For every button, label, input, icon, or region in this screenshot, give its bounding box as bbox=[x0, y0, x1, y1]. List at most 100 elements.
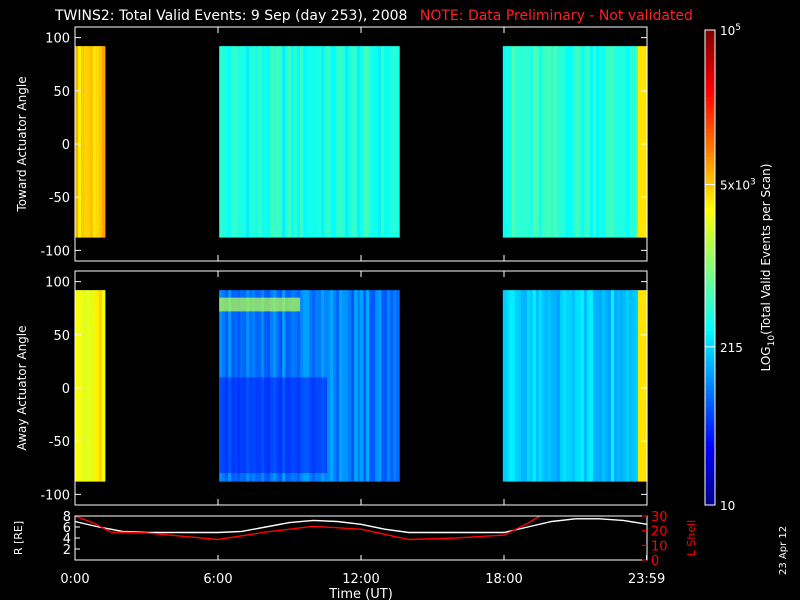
heatmap-cell bbox=[610, 46, 615, 238]
colorbar-segment bbox=[705, 330, 715, 336]
colorbar-segment bbox=[705, 101, 715, 106]
heatmap-cell bbox=[225, 46, 229, 238]
heatmap-cell bbox=[294, 46, 298, 238]
figure-title: TWINS2: Total Valid Events: 9 Sep (day 2… bbox=[55, 8, 693, 24]
heatmap-cell bbox=[86, 290, 91, 482]
colorbar-segment bbox=[705, 184, 715, 189]
colorbar-segment bbox=[705, 223, 715, 229]
heatmap-cell bbox=[327, 290, 331, 482]
colorbar-segment bbox=[705, 311, 715, 316]
colorbar-segment bbox=[705, 485, 715, 490]
y-axis-label: Toward Actuator Angle bbox=[15, 76, 29, 212]
colorbar-segment bbox=[705, 394, 715, 399]
colorbar-segment bbox=[705, 69, 715, 75]
heatmap-cell bbox=[523, 290, 528, 482]
heatmap-cell bbox=[571, 290, 576, 482]
colorbar-segment bbox=[705, 128, 715, 134]
heatmap-cell bbox=[273, 46, 277, 238]
colorbar-segment bbox=[705, 121, 715, 126]
heatmap-cell bbox=[613, 290, 618, 482]
colorbar-segment bbox=[705, 37, 715, 43]
heatmap-cell bbox=[366, 46, 370, 238]
heatmap-cell bbox=[234, 46, 238, 238]
heatmap-cell bbox=[348, 290, 352, 482]
colorbar-segment bbox=[705, 433, 715, 439]
heatmap-cell bbox=[351, 290, 355, 482]
heatmap-cell bbox=[511, 290, 516, 482]
heatmap-cell bbox=[77, 290, 82, 482]
y-tick-label: 0 bbox=[62, 382, 70, 397]
heatmap-cell bbox=[237, 46, 241, 238]
heatmap-cell bbox=[625, 290, 630, 482]
colorbar-tick-text: 5x10 bbox=[720, 178, 750, 192]
heatmap-cell bbox=[372, 290, 376, 482]
colorbar-label-rest: (Total Valid Events per Scan) bbox=[759, 164, 773, 335]
heatmap-cell bbox=[339, 46, 343, 238]
heatmap-cell bbox=[276, 46, 280, 238]
heatmap-cell bbox=[384, 46, 388, 238]
colorbar-segment bbox=[705, 93, 715, 98]
colorbar-segment bbox=[705, 140, 715, 146]
heatmap-cell bbox=[330, 46, 334, 238]
heatmap-cell bbox=[219, 46, 223, 238]
heatmap-cell bbox=[357, 46, 361, 238]
heatmap-cell bbox=[628, 46, 633, 238]
heatmap-cell bbox=[336, 46, 340, 238]
colorbar-segment bbox=[705, 307, 715, 312]
heatmap-cell bbox=[622, 46, 627, 238]
colorbar-segment bbox=[705, 180, 715, 185]
x-tick-label: 0:00 bbox=[60, 572, 89, 587]
heatmap-cell bbox=[586, 290, 591, 482]
heatmap-cell bbox=[520, 290, 525, 482]
colorbar-segment bbox=[705, 152, 715, 158]
colorbar-segment bbox=[705, 445, 715, 451]
heatmap-cell bbox=[303, 46, 307, 238]
colorbar-segment bbox=[705, 382, 715, 387]
colorbar-segment bbox=[705, 109, 715, 114]
heatmap-cell bbox=[342, 290, 346, 482]
colorbar-segment bbox=[705, 386, 715, 391]
colorbar-label: LOG10(Total Valid Events per Scan) bbox=[759, 164, 777, 372]
heatmap-cell bbox=[595, 290, 600, 482]
heatmap-cell bbox=[607, 290, 612, 482]
colorbar-tick-text: 10 bbox=[720, 24, 735, 38]
colorbar-segment bbox=[705, 287, 715, 292]
heatmap-cell bbox=[288, 46, 292, 238]
heatmap-cell bbox=[393, 290, 397, 482]
heatmap-cell bbox=[372, 46, 376, 238]
heatmap-cell bbox=[574, 290, 579, 482]
colorbar-segment bbox=[705, 497, 715, 502]
heatmap-cell bbox=[396, 290, 400, 482]
heatmap-cell bbox=[628, 290, 633, 482]
heatmap-cell bbox=[366, 290, 370, 482]
heatmap-cell bbox=[556, 46, 561, 238]
right-y-tick-label: 10 bbox=[651, 539, 668, 554]
heatmap-cell bbox=[396, 46, 400, 238]
heatmap-cell bbox=[592, 290, 597, 482]
colorbar-segment bbox=[705, 156, 715, 162]
left-y-tick-label: 6 bbox=[63, 521, 71, 536]
colorbar-tick-label: 10 bbox=[720, 499, 735, 513]
title-note: NOTE: Data Preliminary - Not validated bbox=[419, 8, 693, 24]
heatmap-cell bbox=[547, 46, 552, 238]
heatmap-cell bbox=[583, 46, 588, 238]
colorbar-segment bbox=[705, 65, 715, 71]
heatmap-cell bbox=[98, 290, 103, 482]
colorbar-segment bbox=[705, 338, 715, 344]
heatmap-cell bbox=[321, 46, 325, 238]
heatmap-cell bbox=[619, 290, 624, 482]
colorbar-segment bbox=[705, 235, 715, 241]
heatmap-cell bbox=[532, 46, 537, 238]
heatmap-cell bbox=[622, 290, 627, 482]
colorbar-segment bbox=[705, 255, 715, 261]
heatmap-cell bbox=[514, 290, 519, 482]
colorbar-segment bbox=[705, 457, 715, 462]
colorbar-segment bbox=[705, 326, 715, 332]
colorbar-segment bbox=[705, 437, 715, 443]
heatmap-cell bbox=[502, 46, 507, 238]
colorbar-segment bbox=[705, 200, 715, 205]
colorbar-segment bbox=[705, 41, 715, 47]
heatmap-cell bbox=[348, 46, 352, 238]
heatmap-cell bbox=[270, 46, 274, 238]
colorbar-segment bbox=[705, 77, 715, 82]
